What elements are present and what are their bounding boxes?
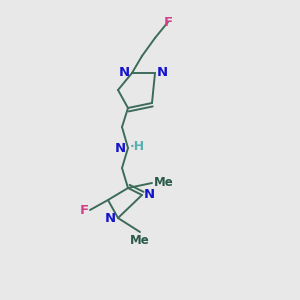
Text: ·H: ·H [130,140,145,154]
Text: Me: Me [130,234,150,247]
Text: N: N [157,67,168,80]
Text: N: N [115,142,126,154]
Text: N: N [119,67,130,80]
Text: F: F [80,203,89,217]
Text: N: N [105,212,116,224]
Text: Me: Me [154,176,174,190]
Text: F: F [164,16,172,28]
Text: N: N [144,188,155,202]
